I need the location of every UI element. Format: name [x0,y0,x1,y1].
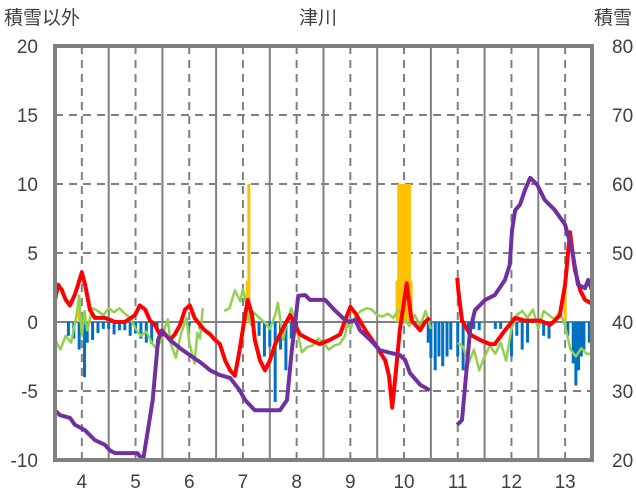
blue-bar [571,322,575,364]
blue-bar [284,322,288,371]
y-left-tick-label: 5 [27,244,38,265]
blue-bar [85,322,89,343]
orange-bar [401,184,405,322]
blue-bar [101,322,105,329]
blue-bar [257,322,261,336]
x-tick-label: 11 [448,472,468,493]
y-left-tick-label: 0 [27,313,38,334]
y-left-tick-label: 10 [17,175,38,196]
blue-bar [493,322,497,329]
blue-bar [577,322,581,371]
x-tick-label: 7 [238,472,249,493]
y-right-tick-label: 50 [612,244,633,265]
blue-bar [117,322,121,331]
blue-bar [268,322,272,347]
blue-bar [289,322,293,339]
y-right-tick-label: 20 [612,451,633,472]
x-tick-label: 5 [130,472,141,493]
blue-bar [445,322,449,357]
lines [53,175,594,462]
blue-bar [426,322,430,343]
orange-bar [405,184,409,322]
blue-bar [437,322,441,357]
purple-line [53,175,594,462]
blue-bar [582,322,586,350]
blue-bar [449,322,453,350]
x-tick-label: 10 [393,472,414,493]
blue-bar [107,322,111,329]
blue-bar [515,322,519,336]
orange-bar [395,280,399,322]
y-right-tick-label: 40 [612,313,633,334]
blue-bar [499,322,503,329]
orange-bar [407,184,411,322]
gridlines [55,46,592,460]
x-tick-label: 12 [501,472,522,493]
orange-bar [563,280,567,322]
bars [66,184,591,403]
plot-frame [53,44,594,462]
blue-bar [566,322,570,336]
blue-bar [542,322,546,336]
y-right-tick-label: 30 [612,382,633,403]
blue-bar [96,322,100,334]
x-tick-label: 8 [291,472,302,493]
blue-bar [112,322,116,335]
blue-bar [187,322,191,327]
left-axis-label: 積雪以外 [4,7,80,29]
y-right-tick-label: 60 [612,175,633,196]
blue-bar [509,322,513,357]
blue-bar [441,322,445,367]
blue-bar [77,322,81,350]
orange-bar [403,184,407,322]
blue-bar [150,322,154,345]
x-tick-label: 9 [345,472,356,493]
chart-title: 津川 [299,7,337,29]
y-left-tick-label: 20 [17,37,38,58]
orange-bar [77,308,81,322]
orange-bar [247,184,251,322]
y-left-tick-label: -10 [11,451,38,472]
blue-bar [262,322,266,357]
blue-bar [433,322,437,371]
blue-bar [472,322,476,329]
right-axis-label: 積雪 [594,7,632,29]
x-tick-label: 13 [555,472,576,493]
blue-bar [429,322,433,358]
blue-bar [66,322,70,336]
blue-bar [273,322,277,403]
orange-bar [399,184,403,322]
blue-bar [123,322,127,331]
blue-bar [477,322,481,331]
blue-bar [520,322,524,350]
blue-bar [526,322,530,343]
y-left-tick-label: 15 [17,106,38,127]
tick-labels: 4 5 6 7 8 9 10 11 12 1320151050-5-108070605040302… [11,37,634,493]
blue-bar [547,322,551,339]
blue-bar [587,322,591,343]
blue-bar [128,322,132,336]
x-tick-label: 6 [184,472,195,493]
blue-bar [83,322,87,378]
blue-bar [91,322,95,340]
blue-bar [139,322,143,339]
x-tick-label: 4 [77,472,88,493]
orange-bar [397,184,401,322]
blue-bar [456,322,460,357]
y-left-tick-label: -5 [21,382,38,403]
y-right-tick-label: 80 [612,37,633,58]
blue-bar [574,322,578,386]
blue-bar [579,322,583,357]
y-right-tick-label: 70 [612,106,633,127]
